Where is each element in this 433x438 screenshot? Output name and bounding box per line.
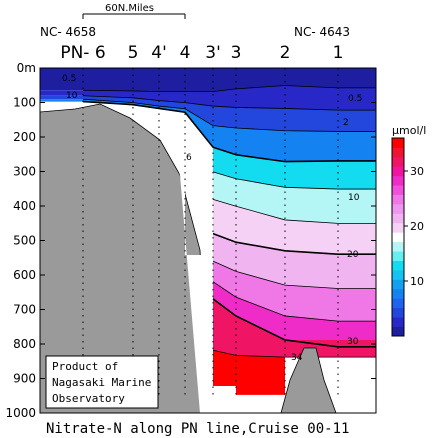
depth-axis: 0m 100 200 300 400 500 600 700 800 900 1000 [5,61,376,420]
station-label: 1 [333,43,344,63]
concentration-band [213,350,285,395]
scale-bar: 60N.Miles [82,3,186,19]
colorbar: μmol/l 10 20 30 [391,124,426,337]
colorbar-swatch [392,213,404,224]
contour-line [212,260,376,289]
y-tick-label: 300 [13,165,36,179]
seabed-gap [208,386,236,413]
colorbar-frame [391,137,405,337]
y-tick-label: 200 [13,130,36,144]
concentration-band [213,233,376,289]
seabed [40,103,337,413]
credit-box: Product of Nagasaki Marine Observatory [45,355,159,409]
colorbar-swatch [392,166,404,177]
seabed-gap [160,120,208,413]
contour-label: 6 [186,153,192,163]
contour-line [212,171,376,190]
y-tick-label: 800 [13,337,36,351]
contour-line [82,95,376,111]
y-tick-label: 0m [17,61,36,75]
station-label: 4' [151,43,167,63]
concentration-band [213,171,376,224]
colorbar-swatch [392,298,404,309]
endpoint-right: NC- 4643 [294,25,350,39]
colorbar-ticks: 10 20 30 [404,165,424,288]
concentration-band [40,85,376,111]
colorbar-swatch [392,326,404,337]
contour-line [212,198,376,224]
concentration-band [213,298,376,358]
contour-label: 30 [347,337,359,347]
colorbar-swatch [392,222,404,233]
colorbar-swatch [392,251,404,261]
contour-line [212,298,376,348]
concentration-band [213,281,376,347]
contour-line [82,98,376,132]
plot-area [40,68,376,413]
credit-line-1: Product of [52,360,118,373]
contour-label: 0.5 [62,74,76,84]
concentration-band [213,261,376,322]
station-label: PN- 6 [60,43,105,63]
colorbar-swatch [392,288,404,299]
y-tick-label: 1000 [5,406,36,420]
colorbar-swatch [392,204,404,214]
colorbar-swatch [392,260,404,271]
colorbar-swatch [392,194,404,205]
y-tick-label: 700 [13,303,36,317]
colorbar-tick-label: 20 [410,220,424,233]
scale-bar-label: 60N.Miles [105,3,154,14]
chart-title: Nitrate-N along PN line,Cruise 00-11 [46,421,349,437]
station-label: 4 [180,43,191,63]
colorbar-tick-label: 30 [410,165,424,178]
colorbar-swatch [392,156,404,167]
colorbar-unit: μmol/l [392,124,426,137]
contour-label: 0.5 [348,94,362,104]
concentration-band [40,95,376,132]
colorbar-tick-label: 10 [410,275,424,288]
colorbar-swatch [392,232,404,243]
colorbar-swatches [392,138,404,337]
colorbar-swatch [392,175,404,186]
colorbar-swatch [392,147,404,158]
seabed-seamount [280,347,337,413]
y-tick-label: 400 [13,199,36,213]
contour-label: 34 [291,353,303,363]
colorbar-swatch [392,185,404,195]
colorbar-swatch [392,307,404,318]
contour-lines [82,85,376,358]
station-profiles [82,68,339,395]
colorbar-swatch [392,241,404,252]
colorbar-swatch [392,317,404,327]
contour-labels: 0.5 10 6 0.5 2 10 20 30 34 [62,74,362,363]
colorbar-swatch [392,270,404,280]
contour-line [82,85,376,93]
credit-line-3: Observatory [52,392,125,405]
contour-label: 2 [343,118,349,128]
y-tick-label: 500 [13,234,36,248]
station-label: 5 [128,43,139,63]
contour-label: 10 [348,193,360,203]
y-tick-label: 900 [13,372,36,386]
y-tick-label: 600 [13,268,36,282]
credit-line-2: Nagasaki Marine [52,376,151,389]
contour-line [212,349,376,358]
station-labels: PN- 6 5 4' 4 3' 3 2 1 [60,43,343,63]
station-label: 3' [205,43,221,63]
colorbar-swatch [392,279,404,290]
endpoint-left: NC- 4658 [40,25,96,39]
station-label: 3 [231,43,242,63]
colorbar-swatch [392,138,404,148]
contour-label: 10 [66,91,78,101]
y-tick-label: 100 [13,96,36,110]
concentration-band [40,99,376,162]
concentration-bands [40,68,376,395]
concentration-band [213,199,376,255]
station-label: 2 [280,43,291,63]
contour-label: 20 [347,250,359,260]
